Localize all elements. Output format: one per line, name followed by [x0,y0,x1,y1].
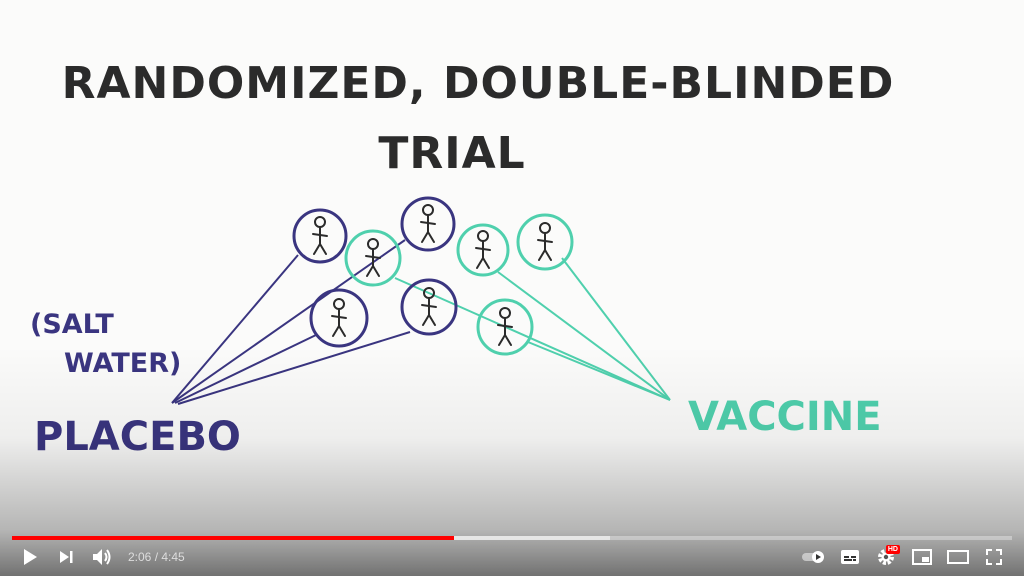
placebo-person-2 [400,196,456,252]
vaccine-person-1 [344,229,402,287]
theater-icon [947,550,969,564]
stick-figures [312,204,553,346]
salt-label-line2: WATER) [64,348,181,379]
settings-icon [878,549,894,565]
theater-mode-button[interactable] [940,542,976,572]
next-icon [60,551,73,563]
salt-label-line1: (SALT [30,309,114,340]
miniplayer-icon [912,549,932,565]
mute-button[interactable] [84,542,120,572]
next-button[interactable] [48,542,84,572]
play-button[interactable] [12,542,48,572]
settings-button[interactable]: HD [868,542,904,572]
subtitles-button[interactable] [832,542,868,572]
vaccine-label: VACCINE [688,394,882,440]
placebo-person-4 [400,278,458,336]
placebo-label: PLACEBO [34,414,241,460]
vaccine-person-2 [456,223,510,277]
autoplay-toggle[interactable] [796,542,832,572]
play-icon [24,549,37,565]
fullscreen-button[interactable] [976,542,1012,572]
vaccine-person-3 [516,213,574,271]
time-display: 2:06 / 4:45 [128,550,185,564]
miniplayer-button[interactable] [904,542,940,572]
video-title-line2: TRIAL [378,128,525,179]
hd-badge: HD [885,545,900,554]
progress-played [12,536,454,540]
placebo-person-1 [292,208,348,264]
progress-bar[interactable] [12,536,1012,540]
subtitles-icon [841,550,859,564]
player-controls: 2:06 / 4:45 HD [0,542,1024,572]
volume-icon [93,549,111,565]
autoplay-toggle-icon [802,551,824,563]
fullscreen-icon [986,549,1002,565]
video-title-line1: RANDOMIZED, DOUBLE-BLINDED [62,58,895,109]
